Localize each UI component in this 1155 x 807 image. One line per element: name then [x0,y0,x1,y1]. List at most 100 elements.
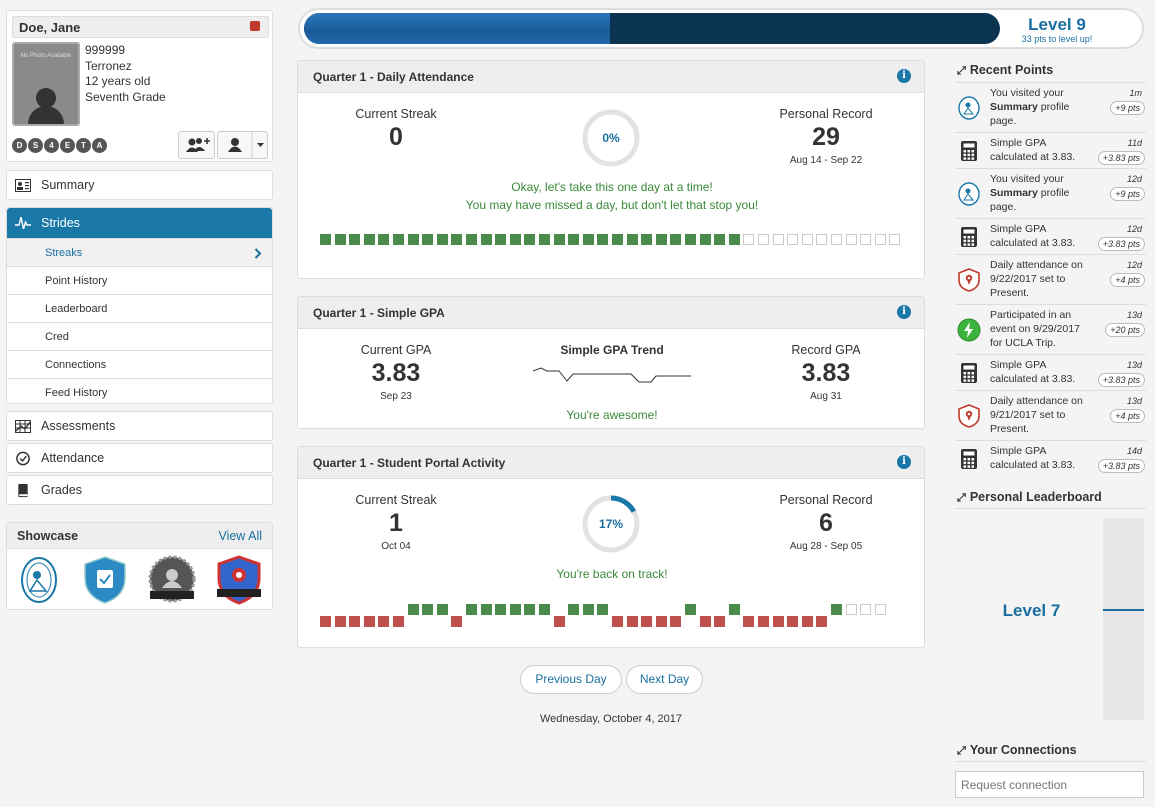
lightning-icon [957,318,981,342]
badge-t[interactable]: T [76,138,91,153]
attended-day-square [509,234,521,245]
photo-placeholder-text: No Photo Available [20,53,72,59]
recent-point-link[interactable]: Summary [990,187,1038,199]
active-day-square [524,604,536,615]
expand-icon[interactable]: ⤢ [957,745,966,757]
level-title: Level 9 [1028,15,1086,34]
calculator-icon [957,225,981,249]
badge-a[interactable]: A [92,138,107,153]
info-icon[interactable]: i [897,305,911,319]
recent-point-time: 11d [1127,138,1142,148]
nav-attendance-label: Attendance [41,451,105,465]
inactive-day-square [641,616,653,627]
level-track [304,13,1000,44]
attended-day-square [685,234,696,245]
sub-item-connections[interactable]: Connections [7,350,272,378]
book-icon [18,483,28,498]
level-progress-bar: Level 9 33 pts to level up! [298,8,1144,49]
sub-item-point-history[interactable]: Point History [7,266,272,294]
inactive-day-square [334,616,346,627]
empty-day-square [831,234,842,245]
inactive-day-square [787,616,799,627]
info-icon[interactable]: i [897,69,911,83]
attended-day-square [597,234,609,245]
showcase-badge-attendance-icon[interactable] [214,555,264,605]
showcase-title: Showcase [17,529,79,543]
view-all-link[interactable]: View All [218,529,262,543]
empty-day-square [860,234,872,245]
nav-attendance[interactable]: Attendance [6,443,273,473]
pulse-icon [15,216,31,229]
nav-summary[interactable]: Summary [6,170,273,200]
badge-d[interactable]: D [12,138,27,153]
nav-assessments[interactable]: Assessments [6,411,273,441]
profile-menu-button[interactable] [217,131,268,159]
attended-day-square [407,234,419,245]
recent-point-item: You visited your Summary profile page. 1m… [955,82,1146,132]
empty-day-square [874,234,886,245]
recent-point-pts: +9 pts [1110,187,1145,201]
request-connection-input[interactable] [955,771,1144,798]
personal-record-range: Aug 14 - Sep 22 [789,155,863,166]
empty-day-square [787,234,799,245]
attendance-message-1: Okay, let's take this one day at a time! [511,180,713,194]
nav-strides-label: Strides [41,216,80,230]
attended-day-square [466,234,477,245]
student-age: 12 years old [85,74,151,88]
recent-point-text: Simple GPA calculated at 3.83. [990,359,1076,385]
attended-day-square [612,234,623,245]
group-button[interactable] [178,131,215,159]
recent-point-item: Participated in an event on 9/29/2017 fo… [955,304,1146,354]
inactive-day-square [772,616,784,627]
next-day-button[interactable]: Next Day [626,665,703,694]
close-icon[interactable] [250,21,260,31]
recent-point-text: Simple GPA calculated at 3.83. [990,445,1076,471]
attendance-percent: 0% [602,131,620,145]
active-day-square [480,604,492,615]
gpa-trend-label: Simple GPA Trend [560,343,664,357]
leaderboard-level: Level 7 [1002,601,1061,620]
expand-icon[interactable]: ⤢ [957,65,966,77]
leaderboard-bar [1103,518,1144,720]
photo-head-silhouette [36,88,56,108]
showcase-panel: Showcase View All [6,522,273,610]
attended-day-square [524,234,536,245]
inactive-day-square [612,616,623,627]
showcase-badge-perfect-quarter-icon[interactable] [147,555,197,605]
showcase-badge-shield-icon[interactable] [82,555,128,605]
sub-item-streaks[interactable]: Streaks [7,238,272,266]
recent-point-text: Daily attendance on 9/21/2017 set to Pre… [990,395,1083,435]
empty-day-square [874,604,886,615]
recent-point-link[interactable]: Summary [990,101,1038,113]
id-card-icon [15,179,31,192]
attended-day-square [363,234,375,245]
recent-point-pts: +3.83 pts [1097,237,1145,251]
recent-point-text: Simple GPA calculated at 3.83. [990,223,1076,249]
attended-day-square [582,234,594,245]
nav-grades[interactable]: Grades [6,475,273,505]
empty-day-square [845,234,857,245]
sub-item-feed-history[interactable]: Feed History [7,378,272,403]
active-day-square [582,604,594,615]
badge-4[interactable]: 4 [44,138,59,153]
recent-point-pts: +3.83 pts [1097,373,1145,387]
sub-item-cred[interactable]: Cred [7,322,272,350]
nav-strides[interactable]: Strides [7,208,272,238]
attendance-streak-squares [320,234,910,246]
info-icon[interactable]: i [897,455,911,469]
inactive-day-square [714,616,726,627]
empty-day-square [816,234,828,245]
grid-chart-icon [15,420,31,433]
recent-point-text: You visited your Summary profile page. [990,173,1070,213]
previous-day-button[interactable]: Previous Day [520,665,622,694]
expand-icon[interactable]: ⤢ [957,492,966,504]
badge-s[interactable]: S [28,138,43,153]
badge-e[interactable]: E [60,138,75,153]
connections-title: Your Connections [969,743,1077,757]
recent-point-time: 1m [1129,88,1142,98]
current-gpa-value: 3.83 [371,359,421,387]
active-day-square [831,604,842,615]
inactive-day-square [655,616,667,627]
sub-item-leaderboard[interactable]: Leaderboard [7,294,272,322]
showcase-badge-profile-icon[interactable] [19,555,59,605]
